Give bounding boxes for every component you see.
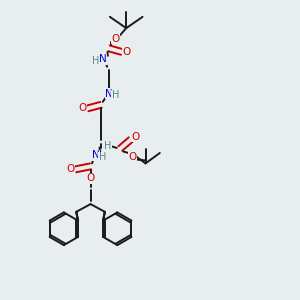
Text: H: H	[112, 90, 119, 100]
Text: O: O	[78, 103, 86, 113]
Text: N: N	[92, 150, 100, 160]
Text: H: H	[92, 56, 100, 66]
Text: O: O	[122, 47, 130, 57]
Text: O: O	[131, 132, 139, 142]
Text: N: N	[105, 88, 113, 98]
Text: H: H	[99, 152, 106, 162]
Text: O: O	[112, 34, 120, 44]
Text: O: O	[86, 173, 95, 183]
Text: O: O	[66, 164, 74, 174]
Text: N: N	[99, 54, 106, 64]
Text: O: O	[129, 152, 137, 161]
Text: H: H	[104, 140, 111, 151]
